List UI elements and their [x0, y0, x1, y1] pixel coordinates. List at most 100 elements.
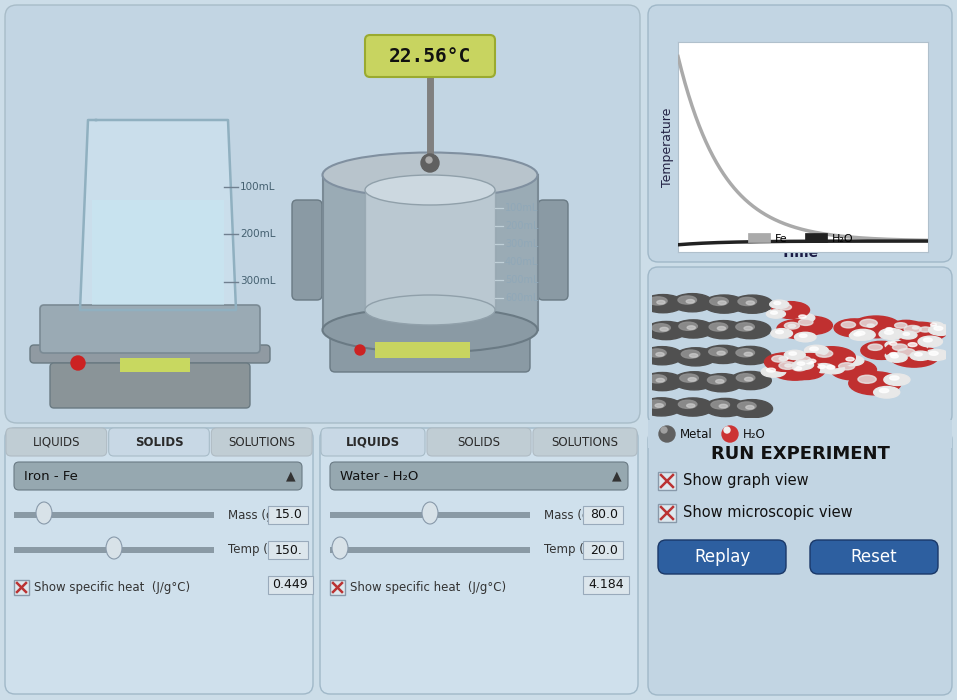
Circle shape — [771, 302, 810, 318]
Circle shape — [794, 314, 814, 323]
Circle shape — [879, 328, 903, 339]
Circle shape — [745, 352, 752, 356]
Circle shape — [841, 356, 864, 366]
Circle shape — [929, 351, 938, 356]
Circle shape — [818, 365, 825, 368]
Circle shape — [784, 323, 804, 332]
Circle shape — [808, 359, 816, 363]
FancyBboxPatch shape — [50, 363, 250, 408]
Text: Show specific heat  (J/g°C): Show specific heat (J/g°C) — [350, 580, 506, 594]
Text: SOLIDS: SOLIDS — [457, 435, 501, 449]
Circle shape — [802, 358, 826, 368]
Circle shape — [924, 349, 948, 360]
Circle shape — [652, 323, 670, 332]
Circle shape — [774, 302, 781, 304]
Circle shape — [701, 374, 743, 392]
Bar — [268, 506, 308, 524]
Text: RUN EXPERIMENT: RUN EXPERIMENT — [710, 445, 889, 463]
Text: Temp (°C): Temp (°C) — [544, 543, 603, 556]
FancyBboxPatch shape — [648, 267, 952, 425]
FancyBboxPatch shape — [211, 428, 312, 456]
Text: 4.184: 4.184 — [589, 578, 624, 592]
Circle shape — [860, 319, 878, 327]
Circle shape — [781, 363, 800, 371]
Circle shape — [885, 341, 905, 349]
Circle shape — [738, 298, 756, 305]
Bar — [120, 358, 190, 372]
Circle shape — [807, 361, 813, 364]
Text: H₂O: H₂O — [743, 428, 766, 440]
Circle shape — [679, 322, 698, 330]
Circle shape — [849, 372, 901, 395]
Circle shape — [744, 326, 752, 330]
Text: 80.0: 80.0 — [590, 508, 618, 522]
Circle shape — [779, 357, 788, 360]
Circle shape — [769, 300, 789, 309]
Circle shape — [785, 364, 791, 367]
Text: ▲: ▲ — [612, 470, 622, 482]
Circle shape — [761, 366, 786, 377]
FancyBboxPatch shape — [30, 345, 270, 363]
Text: Show graph view: Show graph view — [683, 473, 809, 489]
Circle shape — [690, 354, 698, 357]
Circle shape — [924, 338, 932, 342]
Circle shape — [884, 330, 893, 335]
Circle shape — [785, 350, 805, 360]
Text: 20.0: 20.0 — [590, 543, 618, 556]
Ellipse shape — [365, 175, 495, 205]
Bar — [268, 541, 308, 559]
Bar — [375, 342, 470, 358]
Legend: Fe, H₂O: Fe, H₂O — [748, 230, 857, 248]
Circle shape — [886, 328, 892, 330]
Circle shape — [718, 301, 726, 304]
Circle shape — [886, 353, 907, 363]
Circle shape — [805, 345, 829, 356]
FancyBboxPatch shape — [810, 540, 938, 574]
Circle shape — [720, 405, 727, 408]
Circle shape — [867, 324, 875, 328]
Circle shape — [642, 372, 683, 391]
Circle shape — [841, 321, 856, 328]
Circle shape — [657, 300, 665, 304]
Circle shape — [770, 358, 819, 380]
Circle shape — [702, 345, 744, 363]
Circle shape — [798, 319, 812, 326]
Circle shape — [882, 326, 900, 334]
Circle shape — [709, 348, 727, 356]
FancyBboxPatch shape — [5, 428, 313, 694]
Circle shape — [642, 295, 683, 313]
Circle shape — [835, 319, 875, 337]
Circle shape — [731, 400, 772, 418]
Circle shape — [915, 353, 923, 356]
Circle shape — [909, 326, 925, 332]
Text: Mass (g): Mass (g) — [228, 508, 278, 522]
Text: Reset: Reset — [851, 548, 898, 566]
Text: ▲: ▲ — [286, 470, 296, 482]
Circle shape — [730, 346, 771, 365]
Ellipse shape — [365, 295, 495, 325]
Circle shape — [746, 301, 754, 304]
Circle shape — [659, 426, 675, 442]
Text: 200mL: 200mL — [240, 229, 276, 239]
Circle shape — [649, 297, 667, 305]
Circle shape — [767, 310, 786, 319]
Circle shape — [789, 352, 796, 355]
Circle shape — [732, 295, 773, 314]
Text: LIQUIDS: LIQUIDS — [345, 435, 400, 449]
Circle shape — [660, 328, 668, 331]
FancyBboxPatch shape — [538, 200, 568, 300]
Circle shape — [686, 300, 695, 303]
Circle shape — [711, 400, 729, 409]
Text: 300mL: 300mL — [240, 276, 276, 286]
Circle shape — [854, 332, 861, 336]
FancyBboxPatch shape — [6, 428, 106, 456]
Circle shape — [904, 326, 922, 333]
Circle shape — [688, 377, 697, 382]
Text: Time: Time — [781, 246, 819, 260]
Circle shape — [885, 351, 905, 360]
Circle shape — [704, 398, 746, 416]
Bar — [330, 580, 345, 595]
Circle shape — [641, 346, 682, 365]
Circle shape — [797, 362, 805, 365]
FancyBboxPatch shape — [427, 428, 531, 456]
